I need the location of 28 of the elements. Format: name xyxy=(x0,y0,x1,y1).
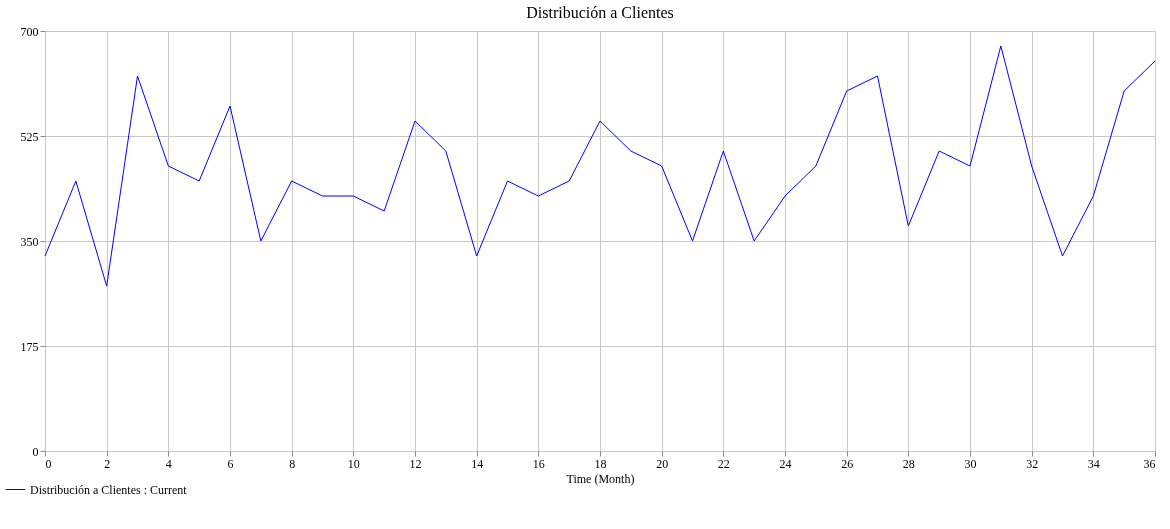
y-tick-label: 350 xyxy=(20,234,39,249)
x-tick-label: 22 xyxy=(717,456,730,471)
line-series xyxy=(44,45,1156,287)
x-tick-label: 0 xyxy=(45,456,52,471)
x-tick-label: 24 xyxy=(779,456,792,471)
x-tick-label: 20 xyxy=(656,456,669,471)
y-tick-label: 0 xyxy=(32,444,39,459)
x-axis-title: Time (Month) xyxy=(566,471,635,486)
x-tick-label: 4 xyxy=(165,456,172,471)
x-tick-label: 6 xyxy=(227,456,234,471)
x-tick-label: 18 xyxy=(594,456,607,471)
chart-title: Distribución a Clientes xyxy=(526,4,674,21)
y-tick-label: 525 xyxy=(20,129,39,144)
x-tick-label: 14 xyxy=(471,456,484,471)
x-tick-label: 28 xyxy=(902,456,915,471)
x-tick-label: 26 xyxy=(841,456,854,471)
x-tick-label: 30 xyxy=(964,456,977,471)
x-tick-label: 2 xyxy=(104,456,111,471)
legend-label: Distribución a Clientes : Current xyxy=(30,482,188,497)
y-tick-label: 175 xyxy=(20,339,39,354)
x-tick-label: 12 xyxy=(409,456,422,471)
x-tick-label: 36 xyxy=(1143,456,1156,471)
x-tick-label: 32 xyxy=(1026,456,1039,471)
x-tick-label: 8 xyxy=(289,456,296,471)
x-tick-label: 10 xyxy=(347,456,360,471)
x-tick-label: 34 xyxy=(1087,456,1100,471)
y-tick-label: 700 xyxy=(20,24,39,39)
x-tick-label: 16 xyxy=(532,456,545,471)
